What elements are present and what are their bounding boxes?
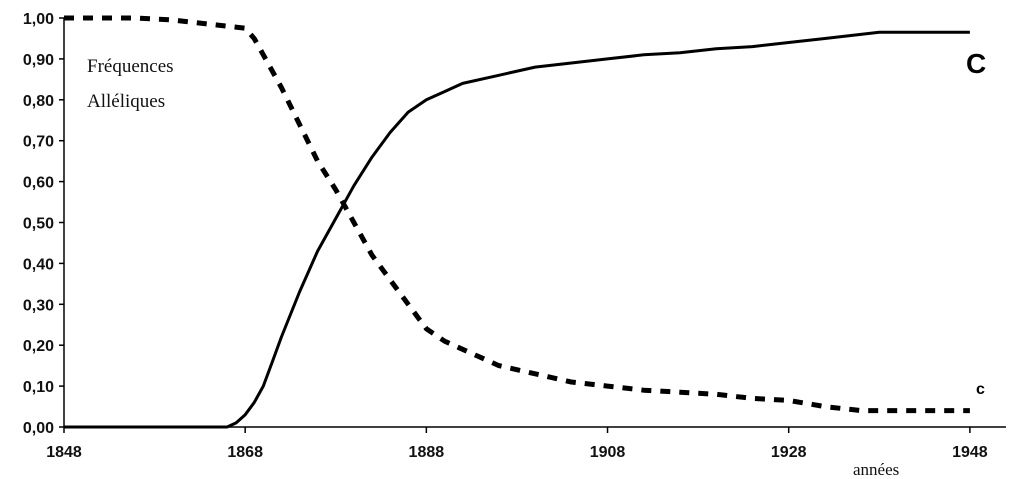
y-tick-label: 0,20 bbox=[23, 338, 54, 355]
series-layer bbox=[64, 15, 970, 429]
y-tick-label: 1,00 bbox=[23, 11, 54, 28]
y-tick-label: 0,30 bbox=[23, 297, 54, 314]
x-tick-label: 1948 bbox=[952, 444, 988, 461]
series-label-C: C bbox=[966, 48, 986, 79]
y-tick-label: 0,00 bbox=[23, 420, 54, 437]
x-tick-label: 1888 bbox=[409, 444, 445, 461]
annotation-line-1: Fréquences bbox=[87, 56, 174, 77]
y-axis-ticks: 0,00 0,10 0,20 0,30 0,40 0,50 0,60 0,70 0,80 0,90… bbox=[23, 11, 64, 437]
series-line-c-lower bbox=[64, 15, 970, 414]
annotation-line-2: Alléliques bbox=[87, 91, 165, 112]
x-axis-ticks: 1848 1868 1888 1908 1928 1948 bbox=[46, 427, 988, 461]
y-tick-label: 0,50 bbox=[23, 216, 54, 233]
y-tick-label: 0,80 bbox=[23, 93, 54, 110]
y-tick-label: 0,90 bbox=[23, 52, 54, 69]
x-tick-label: 1848 bbox=[46, 444, 82, 461]
x-axis-title: années bbox=[853, 460, 899, 479]
x-tick-label: 1908 bbox=[590, 444, 626, 461]
series-line-C-upper bbox=[64, 30, 970, 429]
y-tick-label: 0,40 bbox=[23, 256, 54, 273]
x-tick-label: 1928 bbox=[771, 444, 807, 461]
series-label-c: c bbox=[976, 381, 985, 398]
y-tick-label: 0,70 bbox=[23, 134, 54, 151]
y-tick-label: 0,10 bbox=[23, 379, 54, 396]
x-tick-label: 1868 bbox=[227, 444, 263, 461]
y-tick-label: 0,60 bbox=[23, 175, 54, 192]
